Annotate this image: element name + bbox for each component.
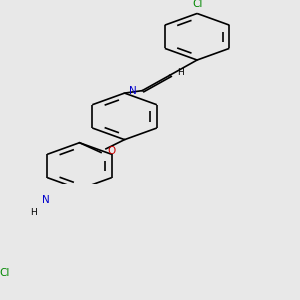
Text: H: H xyxy=(31,208,37,217)
Text: Cl: Cl xyxy=(0,268,10,278)
Text: Cl: Cl xyxy=(192,0,202,9)
Text: N: N xyxy=(129,85,136,96)
Text: H: H xyxy=(178,68,184,77)
Text: N: N xyxy=(42,195,50,205)
Text: O: O xyxy=(107,146,115,156)
